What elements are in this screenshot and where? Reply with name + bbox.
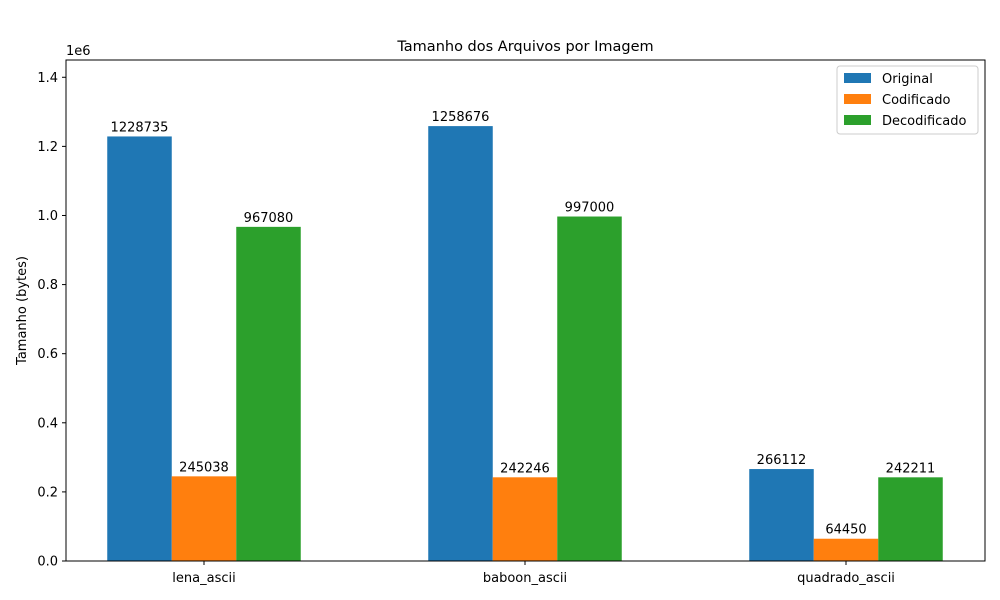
y-tick-label: 0.6 bbox=[37, 347, 58, 362]
bar-original-lena_ascii bbox=[107, 136, 172, 561]
bar-value-label: 1258676 bbox=[432, 110, 490, 125]
y-tick-label: 1.2 bbox=[37, 140, 58, 155]
y-axis-ticks: 0.0 0.2 0.4 0.6 0.8 1.0 1.2 1.4 bbox=[37, 71, 66, 570]
bar-codificado-quadrado_ascii bbox=[813, 538, 879, 561]
bar-decodificado-lena_ascii bbox=[236, 226, 301, 562]
bar-value-label: 245038 bbox=[179, 460, 229, 475]
bars-layer bbox=[107, 126, 943, 562]
bar-value-label: 266112 bbox=[757, 453, 807, 468]
x-tick-label: quadrado_ascii bbox=[797, 571, 895, 586]
legend-label: Decodificado bbox=[882, 114, 967, 129]
legend-swatch-original bbox=[844, 73, 871, 83]
bar-codificado-lena_ascii bbox=[171, 476, 237, 561]
bar-value-label: 242211 bbox=[886, 461, 936, 476]
y-tick-label: 1.4 bbox=[37, 71, 58, 86]
legend-swatch-decodificado bbox=[844, 115, 871, 125]
chart-title: Tamanho dos Arquivos por Imagem bbox=[396, 39, 653, 55]
legend-label: Original bbox=[882, 72, 933, 87]
bar-value-label: 997000 bbox=[565, 201, 615, 216]
legend-swatch-codificado bbox=[844, 94, 871, 104]
x-tick-label: lena_ascii bbox=[172, 571, 235, 586]
y-tick-label: 0.0 bbox=[37, 555, 58, 570]
y-tick-label: 0.8 bbox=[37, 278, 58, 293]
bar-original-baboon_ascii bbox=[428, 126, 493, 561]
bar-value-label: 242246 bbox=[500, 461, 550, 476]
bar-value-label: 64450 bbox=[825, 523, 866, 538]
y-tick-label: 0.2 bbox=[37, 485, 58, 500]
bar-decodificado-baboon_ascii bbox=[557, 216, 622, 561]
bar-value-label: 1228735 bbox=[111, 120, 169, 135]
x-tick-label: baboon_ascii bbox=[483, 571, 567, 586]
y-tick-label: 1.0 bbox=[37, 209, 58, 224]
legend-label: Codificado bbox=[882, 93, 950, 108]
y-axis-label: Tamanho (bytes) bbox=[15, 256, 30, 366]
bar-decodificado-quadrado_ascii bbox=[878, 477, 943, 561]
bar-value-label: 967080 bbox=[244, 211, 294, 226]
y-axis-offset-label: 1e6 bbox=[66, 44, 91, 59]
legend: Original Codificado Decodificado bbox=[836, 65, 979, 135]
legend-box bbox=[836, 65, 979, 135]
x-axis-ticks: lena_ascii baboon_ascii quadrado_ascii bbox=[172, 561, 895, 586]
y-tick-label: 0.4 bbox=[37, 416, 58, 431]
bar-original-quadrado_ascii bbox=[749, 469, 814, 561]
bar-codificado-baboon_ascii bbox=[492, 477, 558, 561]
bar-value-labels: 1228735 1258676 266112 245038 242246 64450 967… bbox=[111, 110, 936, 538]
